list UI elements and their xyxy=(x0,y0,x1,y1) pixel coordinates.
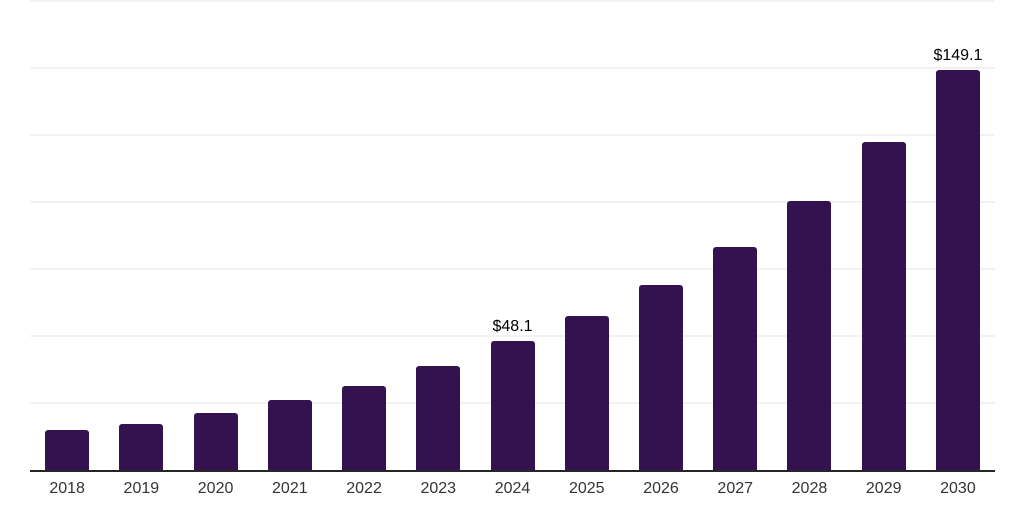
x-tick-label-2023: 2023 xyxy=(420,480,457,497)
bars-row: $48.1 $149.1 xyxy=(30,1,995,470)
bar-2021[interactable] xyxy=(267,400,312,470)
bar-value-label-2030: $149.1 xyxy=(933,47,983,65)
bar-column-2024: $48.1 xyxy=(475,1,549,470)
bar-2024[interactable] xyxy=(490,341,535,470)
bar-2018[interactable] xyxy=(45,430,90,470)
bar-2020[interactable] xyxy=(193,412,238,470)
bar-column-2026 xyxy=(624,1,698,470)
x-axis-labels: 2018 2019 2020 2021 2022 2023 2024 2025 2026 2027… xyxy=(30,479,995,499)
x-tick-label-2027: 2027 xyxy=(717,480,754,497)
bar-column-2019 xyxy=(104,1,178,470)
x-tick-label-2029: 2029 xyxy=(865,480,902,497)
bar-2028[interactable] xyxy=(787,200,832,470)
bar-2029[interactable] xyxy=(861,141,906,470)
bar-column-2030: $149.1 xyxy=(921,1,995,470)
bar-column-2025 xyxy=(550,1,624,470)
bar-2025[interactable] xyxy=(564,315,609,470)
bar-2022[interactable] xyxy=(342,385,387,470)
gridline-75 xyxy=(30,268,995,270)
x-tick-label-2019: 2019 xyxy=(123,480,160,497)
x-tick-label-2028: 2028 xyxy=(791,480,828,497)
bar-column-2018 xyxy=(30,1,104,470)
x-tick-label-2018: 2018 xyxy=(49,480,85,497)
gridline-175 xyxy=(30,0,995,2)
bar-2023[interactable] xyxy=(416,365,461,470)
bar-2027[interactable] xyxy=(713,247,758,470)
gridline-150 xyxy=(30,67,995,69)
x-tick-label-2020: 2020 xyxy=(197,480,234,497)
x-tick-label-2022: 2022 xyxy=(346,480,382,497)
x-tick-label-2021: 2021 xyxy=(272,480,308,497)
bar-column-2027 xyxy=(698,1,772,470)
bar-column-2029 xyxy=(847,1,921,470)
bar-column-2021 xyxy=(253,1,327,470)
bar-column-2023 xyxy=(401,1,475,470)
bar-2019[interactable] xyxy=(119,423,164,470)
bar-2030[interactable] xyxy=(935,70,980,470)
bar-column-2020 xyxy=(178,1,252,470)
bar-value-label-2024: $48.1 xyxy=(492,317,533,335)
bar-2026[interactable] xyxy=(638,284,683,470)
x-tick-label-2024: 2024 xyxy=(494,480,531,497)
x-tick-label-2030: 2030 xyxy=(940,480,976,497)
bar-column-2022 xyxy=(327,1,401,470)
gridline-125 xyxy=(30,134,995,136)
plot-area: $48.1 $149.1 xyxy=(30,0,995,472)
gridline-100 xyxy=(30,201,995,204)
x-tick-label-2025: 2025 xyxy=(568,480,605,497)
bar-column-2028 xyxy=(772,1,846,470)
x-tick-label-2026: 2026 xyxy=(643,480,679,497)
gridline-50 xyxy=(30,335,995,338)
